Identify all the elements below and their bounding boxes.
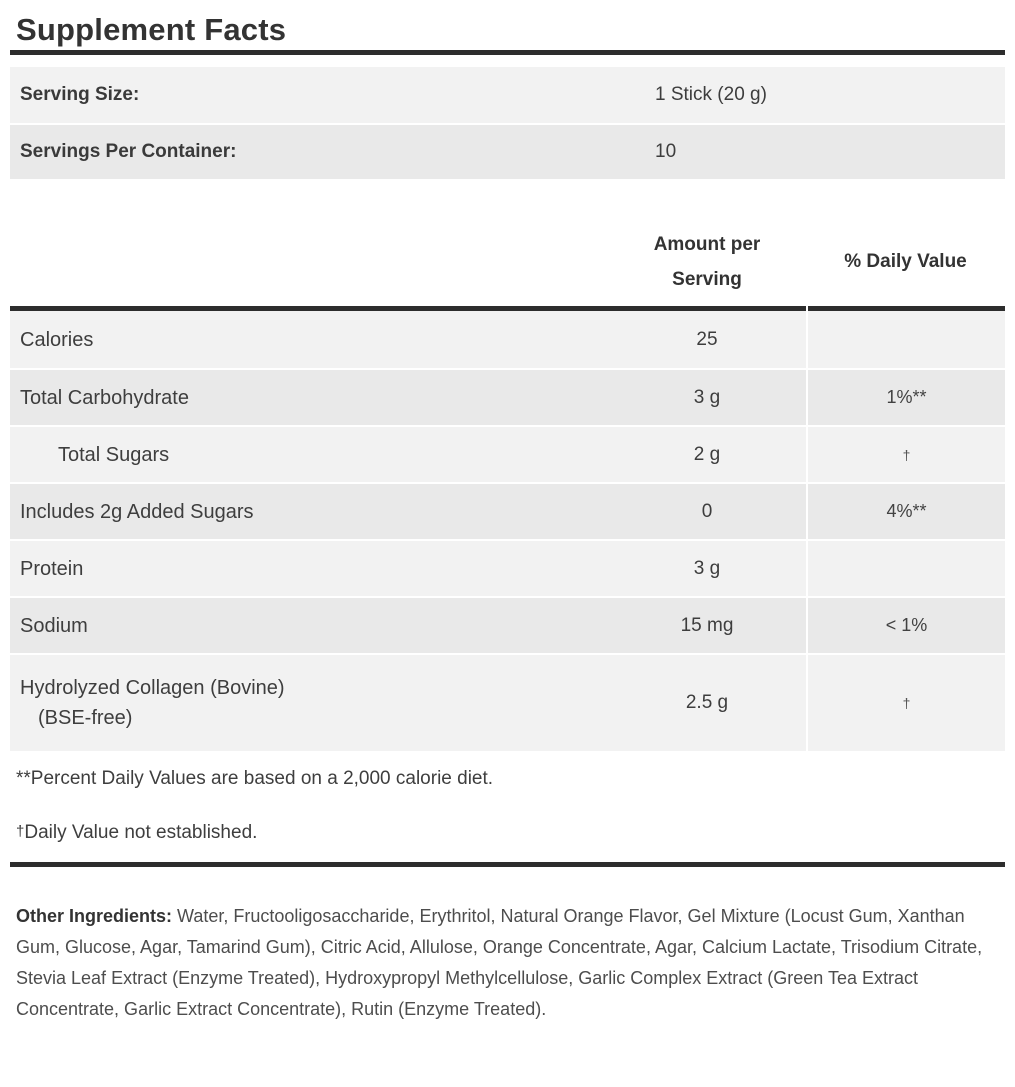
other-ingredients-label: Other Ingredients:	[16, 906, 173, 926]
nutrient-amount: 25	[696, 328, 718, 350]
footnote-marker: **	[16, 768, 31, 789]
amount-per-serving-header-text: Amount per Serving	[653, 234, 761, 290]
nutrient-daily-value: †	[806, 655, 1005, 751]
rule-segment	[10, 306, 806, 311]
table-row-sodium: Sodium 15 mg < 1%	[10, 596, 1005, 653]
serving-info-table: Serving Size: 1 Stick (20 g) Servings Pe…	[10, 67, 1005, 179]
nutrient-label: Sodium	[20, 614, 88, 637]
serving-size-row: Serving Size: 1 Stick (20 g)	[10, 67, 1005, 123]
nutrient-amount: 0	[701, 500, 713, 522]
servings-per-container-value: 10	[655, 141, 677, 162]
table-row-total-carbohydrate: Total Carbohydrate 3 g 1%**	[10, 368, 1005, 425]
nutrient-label: Includes 2g Added Sugars	[20, 500, 254, 523]
servings-per-container-label: Servings Per Container:	[20, 141, 237, 162]
nutrition-table-top-rule	[10, 306, 1005, 311]
amount-per-serving-header: Amount per Serving	[608, 227, 806, 297]
nutrition-table-header: Amount per Serving % Daily Value	[10, 179, 1005, 306]
nutrient-daily-value: < 1%	[806, 598, 1005, 653]
nutrition-table-bottom-rule	[10, 862, 1005, 867]
nutrient-daily-value: 4%**	[806, 484, 1005, 539]
nutrient-label: Calories	[20, 328, 94, 351]
table-row-total-sugars: Total Sugars 2 g †	[10, 425, 1005, 482]
nutrient-amount: 3 g	[693, 386, 721, 408]
footnote-text: Percent Daily Values are based on a 2,00…	[30, 768, 494, 789]
rule-segment	[808, 306, 1005, 311]
supplement-facts-panel: Supplement Facts Serving Size: 1 Stick (…	[0, 10, 1015, 1025]
nutrient-label: Protein	[20, 557, 84, 580]
nutrient-daily-value	[806, 541, 1005, 596]
nutrient-amount: 2 g	[693, 443, 721, 465]
nutrient-label: Total Sugars	[10, 440, 608, 470]
serving-size-label: Serving Size:	[20, 84, 140, 105]
serving-table-top-rule	[10, 50, 1005, 55]
other-ingredients-text: Water, Fructooligosaccharide, Erythritol…	[16, 906, 983, 1019]
table-row-calories: Calories 25	[10, 311, 1005, 368]
nutrition-table: Calories 25 Total Carbohydrate 3 g 1%** …	[10, 311, 1005, 751]
table-row-protein: Protein 3 g	[10, 539, 1005, 596]
table-row-hydrolyzed-collagen: Hydrolyzed Collagen (Bovine) (BSE-free) …	[10, 653, 1005, 751]
nutrient-label: Total Carbohydrate	[20, 386, 189, 409]
table-row-added-sugars: Includes 2g Added Sugars 0 4%**	[10, 482, 1005, 539]
page-title: Supplement Facts	[16, 12, 287, 47]
nutrient-label-line2: (BSE-free)	[38, 707, 133, 729]
percent-daily-value-header: % Daily Value	[844, 251, 967, 272]
footnote-daily-value-not-established: †Daily Value not established.	[16, 819, 1005, 846]
footnote-text: Daily Value not established.	[24, 822, 258, 843]
nutrient-daily-value	[806, 311, 1005, 368]
nutrient-label-line1: Hydrolyzed Collagen (Bovine)	[20, 677, 285, 699]
footnotes-section: **Percent Daily Values are based on a 2,…	[0, 751, 1015, 862]
nutrient-label: Hydrolyzed Collagen (Bovine) (BSE-free)	[10, 673, 608, 733]
nutrient-daily-value: †	[806, 427, 1005, 482]
footnote-marker: †	[16, 823, 25, 840]
servings-per-container-row: Servings Per Container: 10	[10, 123, 1005, 179]
rule-column-gap	[806, 306, 808, 311]
nutrient-daily-value: 1%**	[806, 370, 1005, 425]
serving-size-value: 1 Stick (20 g)	[655, 84, 767, 105]
footnote-percent-daily-values: **Percent Daily Values are based on a 2,…	[16, 766, 1005, 792]
nutrient-amount: 2.5 g	[685, 692, 729, 713]
nutrient-amount: 3 g	[693, 557, 721, 579]
other-ingredients-paragraph: Other Ingredients: Water, Fructooligosac…	[16, 901, 995, 1025]
nutrient-label-text: Total Sugars	[58, 443, 170, 466]
nutrient-amount: 15 mg	[680, 614, 734, 636]
